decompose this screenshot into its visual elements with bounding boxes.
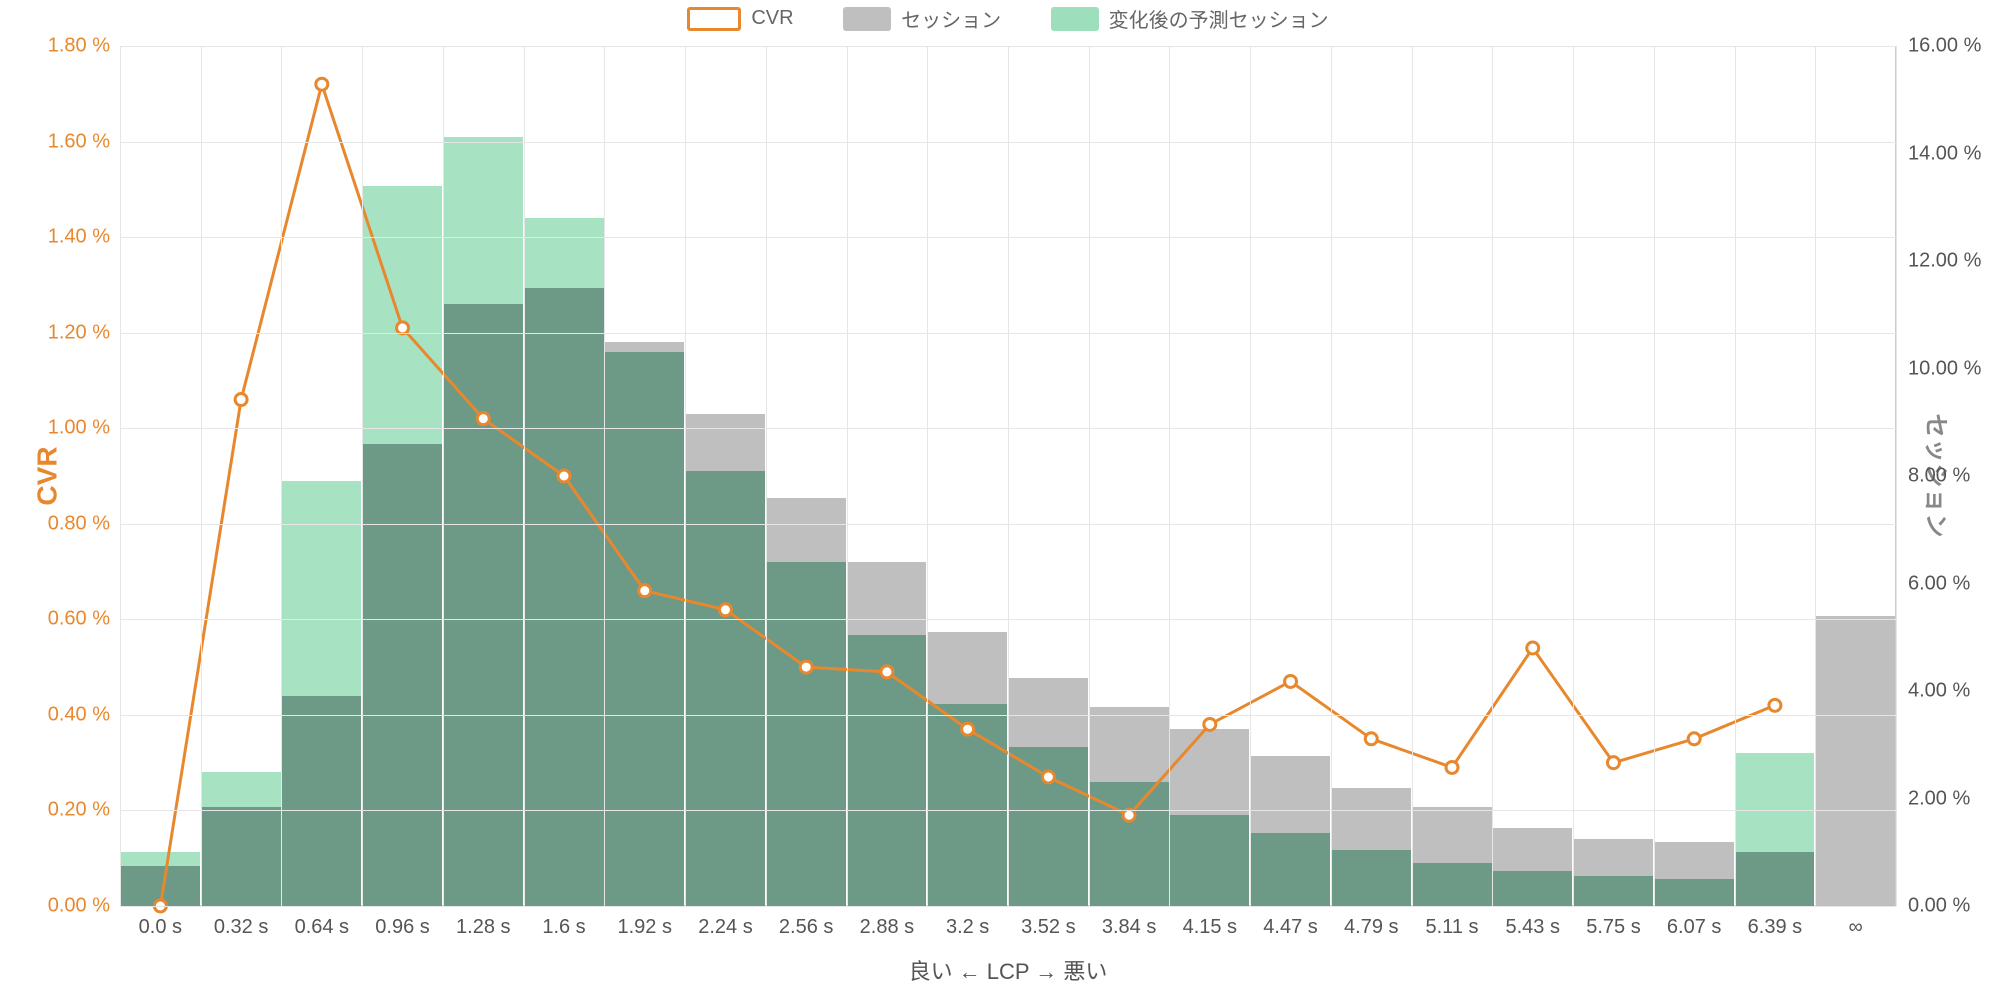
cvr-point [235,394,247,406]
x-tick-label: 0.64 s [295,916,349,939]
gridline-v [1089,46,1090,906]
legend-swatch-sessions [843,7,891,31]
cvr-point [1446,761,1458,773]
x-tick-label: 3.84 s [1102,916,1156,939]
legend-swatch-predicted [1051,7,1099,31]
legend-label: CVR [751,7,793,30]
x-tick-label: 0.96 s [375,916,429,939]
legend: CVR セッション 変化後の予測セッション [0,4,2016,37]
y-left-tick-label: 0.00 % [2,895,110,918]
y-left-tick-label: 0.20 % [2,799,110,822]
gridline-v [1654,46,1655,906]
x-tick-label: 6.39 s [1748,916,1802,939]
y-left-tick-label: 1.20 % [2,321,110,344]
cvr-point [719,604,731,616]
y-right-tick-label: 16.00 % [1908,35,2008,58]
gridline-v [685,46,686,906]
cvr-point [558,470,570,482]
gridline-v [927,46,928,906]
plot-area: CVR セッション 良い ← LCP → 悪い 0.00 %0.20 %0.40… [120,46,1896,906]
cvr-point [800,661,812,673]
x-tick-label: 4.47 s [1263,916,1317,939]
gridline-v [524,46,525,906]
y-right-tick-label: 14.00 % [1908,142,2008,165]
x-tick-label: 1.6 s [542,916,585,939]
cvr-point [1688,733,1700,745]
gridline-v [1573,46,1574,906]
x-tick-label: 5.11 s [1426,916,1479,939]
x-tick-label: 6.07 s [1667,916,1721,939]
gridline-v [201,46,202,906]
y-right-tick-label: 10.00 % [1908,357,2008,380]
gridline-v [1169,46,1170,906]
lcp-cvr-chart: CVR セッション 変化後の予測セッション CVR セッション 良い ← LCP… [0,0,2016,1008]
x-tick-label: 3.2 s [946,916,989,939]
cvr-point [1204,718,1216,730]
x-tick-label: 4.15 s [1183,916,1237,939]
x-tick-label: 0.32 s [214,916,268,939]
y-left-axis-title: CVR [32,446,64,505]
gridline-v [362,46,363,906]
gridline-v [443,46,444,906]
cvr-point [477,413,489,425]
y-left-tick-label: 1.40 % [2,226,110,249]
gridline-v [1815,46,1816,906]
x-tick-label: 2.24 s [698,916,752,939]
y-left-tick-label: 0.40 % [2,703,110,726]
cvr-point [639,585,651,597]
x-tick-label: 5.43 s [1505,916,1559,939]
cvr-point [316,78,328,90]
x-tick-label: 1.28 s [456,916,510,939]
cvr-point [1527,642,1539,654]
y-left-tick-label: 1.80 % [2,35,110,58]
x-tick-label: 3.52 s [1021,916,1075,939]
cvr-point [881,666,893,678]
legend-swatch-cvr [687,7,741,31]
y-right-tick-label: 2.00 % [1908,787,2008,810]
y-right-tick-label: 8.00 % [1908,465,2008,488]
gridline-v [1492,46,1493,906]
cvr-point [1285,675,1297,687]
gridline-v [1896,46,1897,906]
cvr-point [1365,733,1377,745]
gridline-v [847,46,848,906]
x-tick-label: 0.0 s [139,916,182,939]
x-tick-label: 2.88 s [860,916,914,939]
x-axis-title: 良い ← LCP → 悪い [120,954,1896,986]
legend-item-sessions: セッション [843,4,1001,33]
y-left-tick-label: 1.60 % [2,130,110,153]
gridline-v [281,46,282,906]
cvr-line [160,84,1775,906]
y-left-tick-label: 0.80 % [2,512,110,535]
gridline-v [766,46,767,906]
y-left-tick-label: 1.00 % [2,417,110,440]
legend-item-cvr: CVR [687,7,793,31]
legend-label: 変化後の予測セッション [1109,4,1329,33]
gridline-v [1250,46,1251,906]
legend-label: セッション [901,4,1001,33]
y-left-tick-label: 0.60 % [2,608,110,631]
gridline-v [604,46,605,906]
legend-item-predicted: 変化後の予測セッション [1051,4,1329,33]
gridline-v [1412,46,1413,906]
x-tick-label: 2.56 s [779,916,833,939]
y-right-tick-label: 0.00 % [1908,895,2008,918]
y-right-tick-label: 6.00 % [1908,572,2008,595]
y-right-tick-label: 12.00 % [1908,250,2008,273]
gridline-v [120,46,121,906]
cvr-point [962,723,974,735]
cvr-point [1607,757,1619,769]
gridline-v [1735,46,1736,906]
gridline-v [1331,46,1332,906]
y-right-tick-label: 4.00 % [1908,680,2008,703]
x-tick-label: ∞ [1848,916,1862,939]
x-tick-label: 4.79 s [1344,916,1398,939]
x-tick-label: 5.75 s [1586,916,1640,939]
x-tick-label: 1.92 s [617,916,671,939]
gridline-h [120,906,1896,907]
cvr-point [1769,699,1781,711]
gridline-v [1008,46,1009,906]
cvr-point [1042,771,1054,783]
